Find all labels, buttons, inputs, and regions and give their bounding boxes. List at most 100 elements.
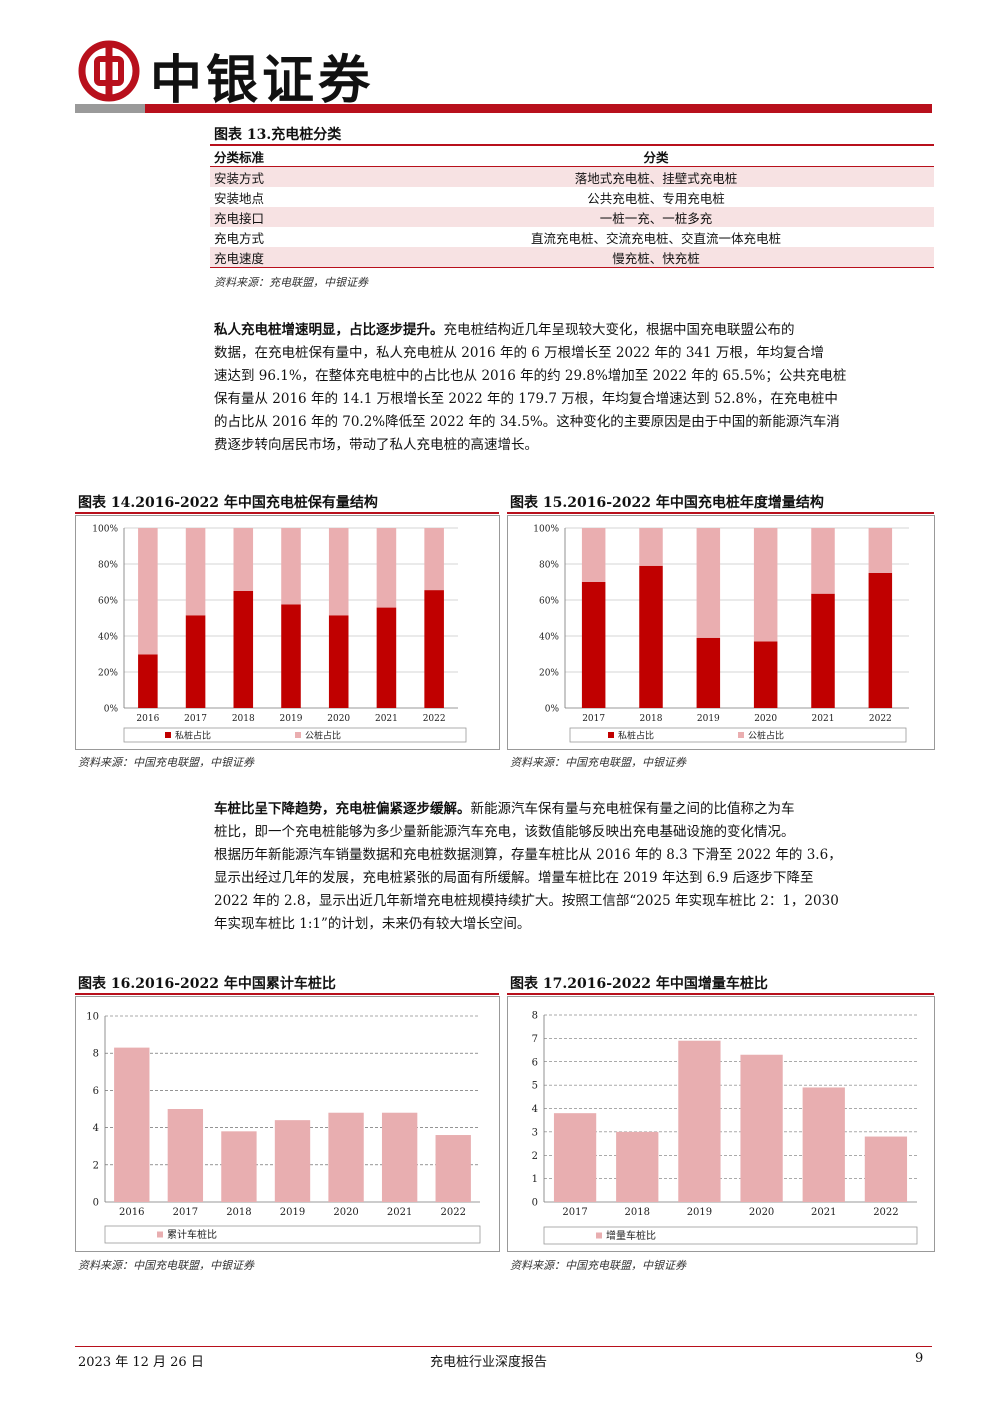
paragraph-private-chargers: 私人充电桩增速明显，占比逐步提升。充电桩结构近几年呈现较大变化，根据中国充电联盟… [214, 319, 932, 457]
table-cell: 安装方式 [210, 166, 378, 187]
paragraph-lead: 私人充电桩增速明显，占比逐步提升。 [214, 322, 444, 338]
paragraph-line: 年实现车桩比 1:1”的计划，未来仍有较大增长空间。 [214, 916, 531, 932]
bar-公桩占比 [868, 528, 893, 573]
table13-title: 图表 13.充电桩分类 [214, 127, 342, 143]
table-header-criteria: 分类标准 [210, 146, 378, 167]
footer-date: 2023 年 12 月 26 日 [78, 1355, 204, 1370]
table-cell: 充电方式 [214, 230, 265, 246]
bar-公桩占比 [753, 528, 778, 642]
paragraph-line: 的占比从 2016 年的 70.2%降低至 2022 年的 34.5%。这种变化… [214, 414, 840, 430]
y-tick-label: 7 [532, 1034, 538, 1045]
legend-label: 公桩占比 [748, 730, 784, 742]
legend-box [543, 1226, 918, 1245]
legend-label: 私桩占比 [618, 730, 654, 742]
x-tick-label: 2019 [280, 1207, 305, 1218]
y-tick-label: 5 [532, 1081, 538, 1092]
legend-swatch [165, 732, 171, 738]
paragraph-line: 数据，在充电桩保有量中，私人充电桩从 2016 年的 6 万根增长至 2022 … [214, 345, 824, 361]
paragraph-line: 速达到 96.1%，在整体充电桩中的占比也从 2016 年的约 29.8%增加至… [214, 368, 847, 384]
bar-累计车桩比 [167, 1109, 204, 1202]
y-tick-label: 100% [533, 525, 559, 535]
bar-增量车桩比 [678, 1040, 721, 1202]
x-tick-label: 2021 [812, 714, 835, 724]
fig15-svg: 0% 20% 40% 60% 80% 100% 2017 2018 2019 2020 2021 20… [533, 525, 909, 743]
bar-增量车桩比 [802, 1087, 845, 1202]
fig15-chart: 0% 20% 40% 60% 80% 100% 2017 2018 2019 2020 2021 20… [507, 515, 935, 750]
bar-累计车桩比 [221, 1131, 257, 1202]
fig17-svg: 0 1 2 3 4 5 6 7 8 2017 2018 2019 2020 2021 2022 增量车桩比 [532, 1011, 918, 1245]
legend-label: 累计车桩比 [167, 1228, 217, 1241]
x-tick-label: 2021 [811, 1207, 836, 1218]
x-tick-label: 2020 [749, 1207, 774, 1218]
table-cell: 充电接口 [210, 207, 378, 227]
bar-累计车桩比 [435, 1135, 471, 1202]
bar-公桩占比 [233, 528, 254, 591]
header-rule-red [145, 104, 932, 113]
bar-私桩占比 [281, 604, 301, 708]
table-row: 充电接口 一桩一充、一桩多充 [210, 207, 934, 227]
x-tick-label: 2020 [754, 714, 777, 724]
fig16-title: 图表 16.2016-2022 年中国累计车桩比 [78, 976, 336, 992]
bar-私桩占比 [233, 591, 254, 708]
y-tick-label: 8 [532, 1011, 538, 1022]
bar-公桩占比 [581, 528, 606, 582]
legend-swatch [608, 732, 614, 738]
x-tick-label: 2016 [119, 1207, 144, 1218]
table13-rule [210, 144, 934, 146]
x-tick-label: 2020 [333, 1207, 358, 1218]
fig16-source: 资料来源：中国充电联盟，中银证券 [78, 1259, 254, 1272]
x-tick-label: 2022 [440, 1207, 465, 1218]
x-tick-label: 2022 [869, 714, 892, 724]
y-tick-label: 0% [104, 705, 119, 715]
bar-增量车桩比 [616, 1131, 659, 1202]
fig16-chart: 0 2 4 6 8 10 2016 2017 2018 2019 2020 2021 2022 累计车桩比 [75, 996, 500, 1252]
bar-私桩占比 [696, 637, 721, 708]
paragraph-line: 桩比，即一个充电桩能够为多少量新能源汽车充电，该数值能够反映出充电基础设施的变化… [214, 824, 795, 840]
brand-name: 中银证券 [150, 51, 375, 111]
y-tick-label: 4 [532, 1104, 538, 1115]
fig14-title: 图表 14.2016-2022 年中国充电桩保有量结构 [78, 495, 378, 511]
y-tick-label: 80% [98, 561, 118, 571]
paragraph-line: 2022 年的 2.8，显示出近几年新增充电桩规模持续扩大。按照工信部“2025… [214, 893, 839, 909]
bar-公桩占比 [639, 528, 663, 566]
legend-label: 私桩占比 [175, 730, 211, 742]
y-tick-label: 8 [93, 1049, 99, 1060]
paragraph-line: 费逐步转向居民市场，带动了私人充电桩的高速增长。 [214, 437, 538, 453]
y-tick-label: 4 [93, 1123, 99, 1134]
paragraph-line: 新能源汽车保有量与充电桩保有量之间的比值称之为车 [470, 801, 795, 817]
table-cell: 充电速度 [210, 247, 378, 268]
paragraph-line: 根据历年新能源汽车销量数据和充电桩数据测算，存量车桩比从 2016 年的 8.3… [214, 847, 842, 863]
bar-私桩占比 [185, 615, 206, 708]
legend-label: 公桩占比 [305, 730, 341, 742]
table-row: 充电速度 慢充桩、快充桩 [210, 247, 934, 268]
x-tick-label: 2018 [640, 714, 663, 724]
y-tick-label: 80% [539, 561, 559, 571]
y-tick-label: 0 [93, 1198, 99, 1209]
table-cell: 直流充电桩、交流充电桩、交直流一体充电桩 [530, 230, 781, 246]
y-tick-label: 2 [532, 1151, 538, 1162]
bar-私桩占比 [753, 641, 778, 708]
fig17-title: 图表 17.2016-2022 年中国增量车桩比 [510, 976, 768, 992]
fig16-rule [75, 993, 499, 995]
x-tick-label: 2017 [582, 714, 605, 724]
y-tick-label: 10 [86, 1012, 99, 1023]
bar-私桩占比 [328, 615, 349, 708]
y-tick-label: 1 [532, 1174, 538, 1185]
bar-累计车桩比 [328, 1112, 364, 1202]
bar-累计车桩比 [274, 1120, 311, 1202]
bar-私桩占比 [581, 582, 606, 708]
fig14-svg: 0% 20% 40% 60% 80% 100% 2016 2017 2018 2019 2020 20… [92, 525, 467, 743]
bar-增量车桩比 [864, 1136, 908, 1202]
y-tick-label: 2 [93, 1160, 99, 1171]
y-tick-label: 0 [532, 1198, 538, 1209]
fig16-svg: 0 2 4 6 8 10 2016 2017 2018 2019 2020 2021 2022 累计车桩比 [86, 1012, 481, 1244]
table-cell: 慢充桩、快充桩 [378, 247, 934, 268]
fig17-source: 资料来源：中国充电联盟，中银证券 [510, 1259, 686, 1272]
table-row: 充电方式 直流充电桩、交流充电桩、交直流一体充电桩 [210, 227, 934, 247]
legend-swatch [596, 1232, 602, 1239]
x-tick-label: 2016 [136, 714, 159, 724]
y-tick-label: 20% [539, 669, 559, 679]
y-tick-label: 6 [532, 1057, 538, 1068]
fig14-rule [75, 512, 499, 514]
x-tick-label: 2018 [226, 1207, 251, 1218]
